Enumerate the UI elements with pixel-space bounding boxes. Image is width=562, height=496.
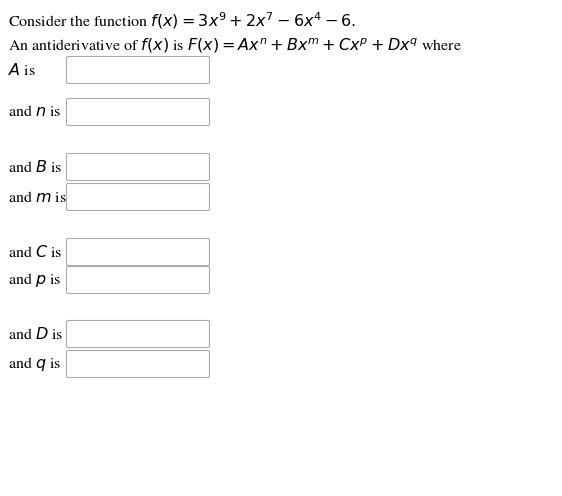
FancyBboxPatch shape [66, 351, 210, 377]
Text: and $n$ is: and $n$ is [8, 105, 61, 120]
Text: $A$ is: $A$ is [8, 62, 36, 78]
FancyBboxPatch shape [66, 57, 210, 83]
Text: An antiderivative of $f(x)$ is $F(x) = Ax^n + Bx^m + Cx^p + Dx^q$ where: An antiderivative of $f(x)$ is $F(x) = A… [8, 36, 462, 55]
Text: Consider the function $f(x) = 3x^9 + 2x^7 - 6x^4 - 6.$: Consider the function $f(x) = 3x^9 + 2x^… [8, 10, 356, 31]
FancyBboxPatch shape [66, 239, 210, 265]
FancyBboxPatch shape [66, 266, 210, 294]
FancyBboxPatch shape [66, 184, 210, 210]
Text: and $B$ is: and $B$ is [8, 159, 62, 175]
Text: and $q$ is: and $q$ is [8, 355, 61, 373]
FancyBboxPatch shape [66, 153, 210, 181]
FancyBboxPatch shape [66, 320, 210, 348]
Text: and $D$ is: and $D$ is [8, 326, 64, 342]
Text: and $C$ is: and $C$ is [8, 244, 62, 260]
Text: and $m$ is: and $m$ is [8, 189, 67, 204]
FancyBboxPatch shape [66, 99, 210, 125]
Text: and $p$ is: and $p$ is [8, 271, 61, 289]
